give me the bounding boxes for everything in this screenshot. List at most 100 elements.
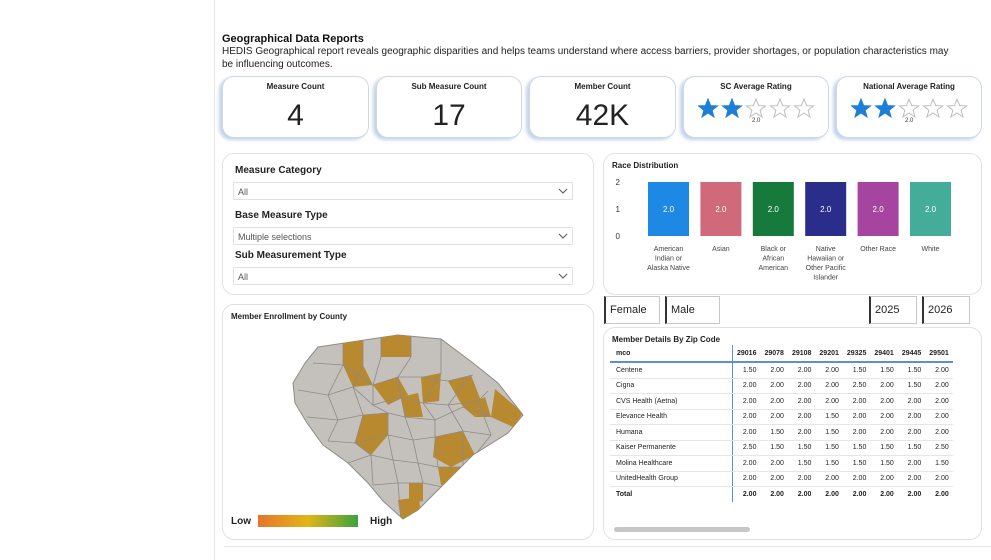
sub-measurement-type-dropdown[interactable]: All: [233, 267, 573, 285]
table-cell: 2.00: [870, 378, 898, 394]
county-highlight[interactable]: [343, 333, 373, 387]
bar[interactable]: [857, 182, 899, 236]
bar[interactable]: [700, 182, 742, 236]
table-cell: 2.00: [787, 362, 816, 379]
table-cell: 1.50: [870, 440, 898, 456]
slicer-label: Female: [610, 304, 647, 316]
column-header[interactable]: 29325: [842, 345, 871, 363]
data-label: 2.0: [663, 205, 675, 214]
table-cell: 1.50: [897, 378, 926, 394]
column-header[interactable]: 29445: [897, 345, 926, 363]
state-outline: [292, 334, 524, 520]
bar[interactable]: [752, 182, 794, 236]
county-highlight[interactable]: [438, 467, 463, 485]
table-cell: 2.00: [925, 378, 953, 394]
table-cell: 1.50: [897, 440, 926, 456]
chart-title: Race Distribution: [612, 161, 679, 170]
kpi-card-member-count[interactable]: Member Count 42K: [529, 76, 676, 138]
bar[interactable]: [805, 182, 847, 236]
x-tick-label: White: [922, 246, 940, 253]
table-row: Elevance Health 2.00 2.00 2.00 1.50 2.00 2.00 2…: [610, 409, 953, 425]
legend-low-label: Low: [231, 516, 251, 527]
table-row: Kaiser Permanente 2.50 1.50 1.50 1.50 1.50 1.5…: [610, 440, 953, 456]
year-slicer-2025[interactable]: 2025: [869, 296, 917, 324]
table-cell: 2.00: [787, 393, 816, 410]
table-cell: 2.00: [732, 378, 761, 394]
slicer-label: 2026: [928, 304, 953, 316]
county-map[interactable]: [223, 305, 593, 539]
base-measure-type-dropdown[interactable]: Multiple selections: [233, 227, 573, 245]
kpi-card-national-average-rating[interactable]: National Average Rating 2.0: [836, 76, 982, 138]
y-tick-label: 1: [616, 205, 621, 214]
table-cell: 1.50: [732, 362, 761, 379]
rating-label: National Average Rating: [863, 82, 955, 91]
column-header[interactable]: 29016: [732, 345, 761, 363]
star-filled-icon: [851, 97, 872, 119]
table-cell: 2.00: [870, 393, 898, 410]
race-distribution-panel: Race Distribution 2 1 0 2.0 American Indian o…: [603, 153, 982, 295]
county-highlight[interactable]: [463, 397, 491, 417]
data-label: 2.0: [925, 205, 937, 214]
gender-slicer-female[interactable]: Female: [604, 296, 660, 324]
county-highlight[interactable]: [398, 497, 421, 521]
table-row: UnitedHealth Group 2.00 2.00 2.00 2.00 2.00 2.…: [610, 471, 953, 487]
horizontal-scrollbar[interactable]: [614, 527, 750, 532]
county-highlight[interactable]: [381, 335, 411, 357]
county-highlight[interactable]: [421, 373, 441, 403]
bottom-divider: [224, 546, 991, 547]
sub-measurement-type-label: Sub Measurement Type: [235, 250, 347, 261]
table-cell: 2.00: [935, 490, 949, 498]
table-cell: 1.50: [760, 424, 788, 441]
dropdown-value: All: [238, 272, 249, 282]
kpi-card-sc-average-rating[interactable]: SC Average Rating 2.0: [683, 76, 829, 138]
member-enrollment-map-panel: Member Enrollment by County: [222, 304, 594, 540]
table-cell: 2.00: [732, 393, 761, 410]
table-row: Molina Healthcare 2.00 2.00 1.50 1.50 1.50 1.5…: [610, 455, 953, 472]
table-cell: 2.00: [797, 490, 812, 498]
member-details-table: mco 29016 29078 29108 29201 29325 29401 29445 2…: [610, 345, 953, 502]
column-header[interactable]: 29501: [925, 345, 953, 363]
table-cell: 2.00: [897, 424, 926, 441]
county-highlight[interactable]: [433, 431, 475, 467]
legend-high-label: High: [370, 516, 393, 527]
kpi-card-measure-count[interactable]: Measure Count 4: [222, 76, 369, 138]
column-header[interactable]: 29078: [760, 345, 788, 363]
gender-slicer-male[interactable]: Male: [665, 296, 720, 324]
table-cell: 1.50: [760, 440, 788, 456]
county-highlight[interactable]: [401, 393, 423, 417]
table-title: Member Details By Zip Code: [612, 335, 721, 344]
bar[interactable]: [910, 182, 951, 236]
kpi-card-sub-measure-count[interactable]: Sub Measure Count 17: [376, 76, 522, 138]
column-header[interactable]: 29401: [870, 345, 898, 363]
table-cell: 1.50: [842, 455, 871, 472]
kpi-label: Member Count: [574, 82, 631, 91]
race-distribution-chart: 2 1 0 2.0 American Indian or Alaska Native 2.0 A…: [616, 178, 951, 282]
table-cell: 2.00: [897, 409, 926, 425]
rating-label: SC Average Rating: [720, 82, 792, 91]
table-cell: 2.00: [787, 378, 816, 394]
county-highlight[interactable]: [448, 375, 481, 407]
row-header[interactable]: mco: [610, 345, 733, 363]
star-filled-icon: [698, 97, 719, 119]
year-slicer-2026[interactable]: 2026: [922, 296, 970, 324]
table-cell: 1.50: [925, 455, 953, 472]
county-highlight[interactable]: [355, 413, 388, 455]
measure-category-dropdown[interactable]: All: [233, 182, 573, 200]
column-header[interactable]: 29201: [815, 345, 843, 363]
table-cell: 2.00: [732, 424, 761, 441]
kpi-value: 17: [432, 99, 466, 132]
kpi-label: Measure Count: [266, 82, 325, 91]
data-label: 2.0: [715, 205, 727, 214]
table-cell: 2.00: [852, 490, 867, 498]
star-empty-icon: [946, 97, 968, 119]
column-header[interactable]: 29108: [787, 345, 816, 363]
county-highlight[interactable]: [491, 389, 523, 427]
county-borders: [297, 335, 494, 519]
x-tick-label: Other Race: [860, 246, 896, 253]
row-label: CVS Health (Aetna): [610, 393, 733, 410]
star-filled-icon: [721, 97, 743, 119]
table-cell: 2.00: [732, 471, 761, 487]
bar[interactable]: [648, 182, 689, 236]
chevron-down-icon: [558, 188, 568, 194]
table-cell: 1.50: [842, 362, 871, 379]
